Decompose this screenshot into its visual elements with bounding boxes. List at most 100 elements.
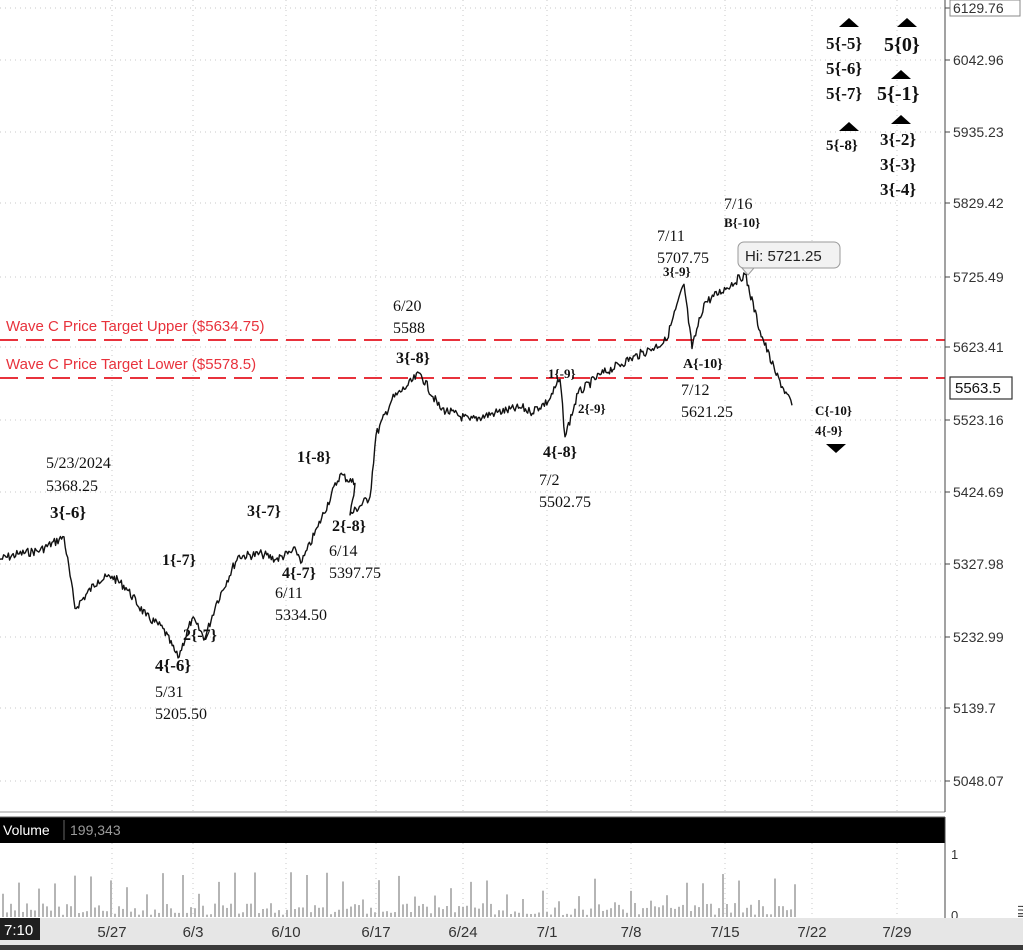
volume-bar [354,904,356,917]
volume-bar [582,909,584,917]
volume-bar [62,914,64,917]
volume-bar [738,880,740,917]
annotation-label: 6/11 [275,585,303,602]
wave-label: 4{-7} [282,565,316,582]
volume-bar [342,881,344,917]
wave-annotations: 5/23/2024 5368.25 3{-6} 5/31 5205.50 4{-6} 1{-… [46,196,852,723]
volume-bar [602,910,604,917]
volume-bar [606,909,608,917]
volume-bar [34,910,36,917]
volume-bar [162,873,164,917]
volume-bar [554,907,556,917]
wave-label: 2{-7} [183,627,217,644]
volume-bar [634,903,636,917]
volume-bar [226,907,228,917]
wave-label: B{-10} [724,215,760,230]
volume-bar [90,876,92,917]
date-axis[interactable] [0,918,1023,950]
volume-bar [374,912,376,917]
annotation-label: 6/20 [393,298,421,315]
scrollbar[interactable] [0,945,1023,950]
volume-bar [306,874,308,917]
volume-bar [194,908,196,917]
wave-label: A{-10} [683,357,723,372]
wave-label: 3{-9} [663,264,691,279]
price-axis[interactable]: 6129.76 6042.96 5935.23 5829.42 5725.49 5623.… [945,0,1021,789]
volume-bar [626,912,628,917]
x-tick-label: 7/1 [537,924,558,941]
volume-bar [370,907,372,917]
volume-bar [542,890,544,917]
volume-bar [98,905,100,917]
y-tick-label: 5623.41 [953,339,1004,355]
volume-bar [30,909,32,917]
volume-bar [18,882,20,917]
annotation-label: 5/31 [155,684,183,701]
volume-bar [66,904,68,917]
volume-bar [474,907,476,917]
volume-bar [794,884,796,917]
future-target-label: 3{-4} [880,180,916,199]
volume-bar [642,908,644,917]
volume-bar [462,906,464,917]
volume-bar [578,896,580,917]
top-price-box [949,0,1021,17]
volume-bar [454,912,456,917]
volume-bar [182,875,184,917]
annotation-label: 5502.75 [539,494,591,511]
y-tick-label: 5829.42 [953,195,1004,211]
x-tick-label: 7/15 [710,924,739,941]
volume-bar [774,878,776,917]
x-tick-label: 7/22 [797,924,826,941]
volume-bar [566,913,568,917]
volume-bar [662,905,664,917]
volume-bar [458,906,460,917]
volume-bar [310,912,312,917]
annotation-label: 5588 [393,320,425,337]
volume-bar [434,895,436,917]
volume-value: 199,343 [70,822,121,838]
volume-bar [430,913,432,917]
volume-bar [742,912,744,917]
x-tick-label: 7/8 [621,924,642,941]
volume-bar [446,906,448,917]
volume-bar [130,911,132,917]
volume-bar [82,912,84,917]
y-tick-label: 5139.7 [953,700,996,716]
volume-bar [522,899,524,917]
volume-bar [126,887,128,917]
volume-bar [470,881,472,917]
volume-bar [406,903,408,917]
wave-label: 3{-6} [50,503,86,522]
volume-bar [674,908,676,917]
wave-label: 3{-8} [396,350,430,367]
volume-bar [482,903,484,917]
volume-bar [242,912,244,917]
volume-bar [274,912,276,917]
volume-bar [682,904,684,917]
volume-bar [534,913,536,917]
volume-bar [686,882,688,917]
volume-bar [294,909,296,917]
volume-bar [658,907,660,917]
volume-bar [558,901,560,917]
y-tick-label: 5523.16 [953,412,1004,428]
volume-bar [422,903,424,917]
volume-bar [266,908,268,917]
volume-bar [318,907,320,917]
volume-bar [118,906,120,917]
x-tick-label: 6/17 [361,924,390,941]
volume-bar [102,910,104,917]
volume-bar [530,914,532,917]
volume-bar [618,904,620,917]
volume-bar [142,910,144,917]
volume-bar [146,894,148,917]
volume-bar [298,907,300,917]
volume-bar [338,909,340,917]
wave-label: 2{-8} [332,518,366,535]
wave-label: 1{-7} [162,552,196,569]
annotation-label: 5707.75 [657,250,709,267]
volume-bar [158,912,160,917]
annotation-label: 7/16 [724,196,752,213]
